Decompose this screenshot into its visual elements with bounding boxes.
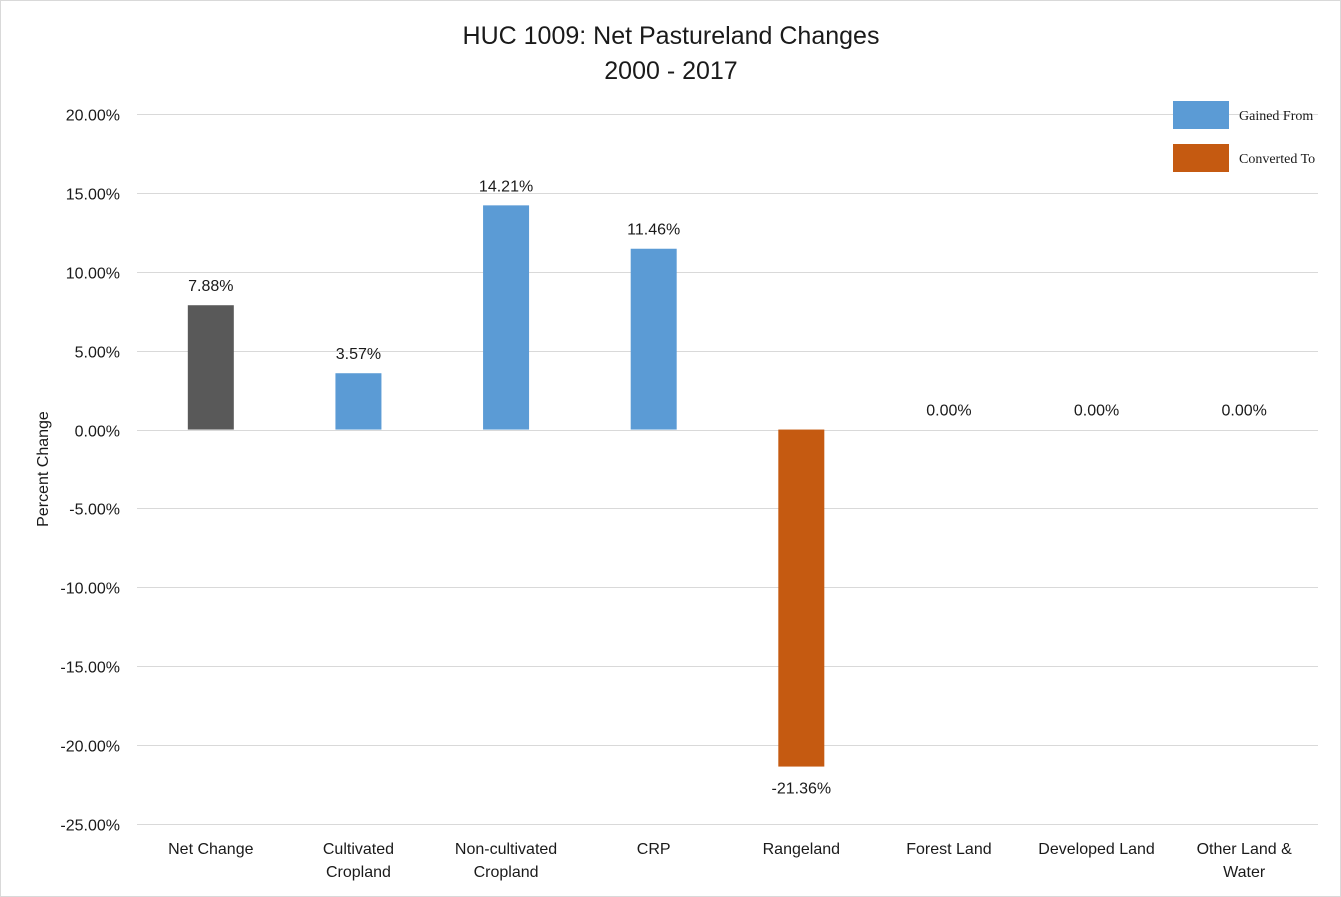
legend: Gained From Converted To bbox=[1173, 101, 1315, 172]
data-label: 11.46% bbox=[627, 222, 680, 239]
x-category-label: Rangeland bbox=[763, 841, 840, 858]
legend-label: Converted To bbox=[1239, 152, 1315, 167]
data-label: 14.21% bbox=[479, 178, 533, 195]
x-category-label: Forest Land bbox=[906, 841, 991, 858]
y-tick-label: -15.00% bbox=[60, 660, 120, 677]
y-tick-label: -25.00% bbox=[60, 818, 120, 835]
bar bbox=[483, 205, 530, 430]
y-tick-label: 5.00% bbox=[75, 345, 120, 362]
legend-swatch bbox=[1173, 101, 1229, 129]
x-axis-categories: Net Change Cultivated Cropland Non-cultivat… bbox=[168, 841, 1292, 881]
y-axis-ticks: 20.00% 15.00% 10.00% 5.00% 0.00% -5.00% -10.00… bbox=[60, 108, 120, 835]
y-tick-label: -5.00% bbox=[69, 502, 120, 519]
data-label: 3.57% bbox=[336, 346, 381, 363]
bar bbox=[778, 429, 825, 767]
data-label: 0.00% bbox=[926, 403, 971, 420]
x-category-label: Non-cultivated Cropland bbox=[455, 841, 557, 881]
bar bbox=[630, 248, 677, 430]
data-labels: 7.88% 3.57% 14.21% 11.46% -21.36% 0.00% 0.00% 0… bbox=[188, 178, 1267, 797]
data-label: -21.36% bbox=[772, 781, 832, 798]
x-category-label: Net Change bbox=[168, 841, 253, 858]
x-category-label: Other Land & Water bbox=[1197, 841, 1293, 881]
x-category-label: Developed Land bbox=[1038, 841, 1155, 858]
data-label: 7.88% bbox=[188, 278, 233, 295]
y-axis-title: Percent Change bbox=[35, 411, 52, 527]
y-tick-label: 0.00% bbox=[75, 424, 120, 441]
y-tick-label: 15.00% bbox=[66, 187, 120, 204]
y-tick-label: -10.00% bbox=[60, 581, 120, 598]
legend-swatch bbox=[1173, 144, 1229, 172]
chart-title: HUC 1009: Net Pastureland Changes bbox=[463, 22, 880, 50]
gridlines bbox=[137, 114, 1318, 825]
data-label: 0.00% bbox=[1074, 403, 1119, 420]
y-tick-label: 10.00% bbox=[66, 266, 120, 283]
x-category-label: CRP bbox=[637, 841, 671, 858]
legend-label: Gained From bbox=[1239, 109, 1313, 124]
data-label: 0.00% bbox=[1222, 403, 1267, 420]
y-tick-label: -20.00% bbox=[60, 739, 120, 756]
bar bbox=[335, 373, 382, 430]
bars bbox=[187, 205, 825, 767]
bar bbox=[187, 305, 234, 430]
x-category-label: Cultivated Cropland bbox=[323, 841, 394, 881]
chart-subtitle: 2000 - 2017 bbox=[604, 57, 737, 85]
y-tick-label: 20.00% bbox=[66, 108, 120, 125]
